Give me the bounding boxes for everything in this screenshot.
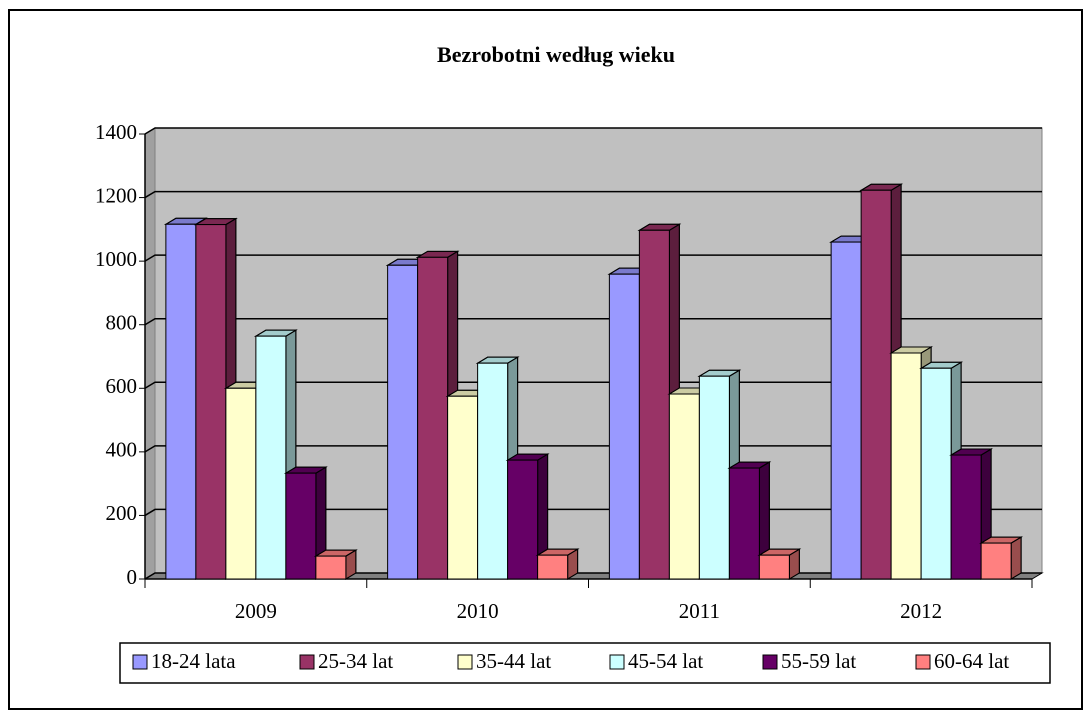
y-tick-label: 1200 [95,183,137,207]
bar [417,256,449,580]
bar [255,335,287,580]
bar [477,362,509,580]
legend-label: 45-54 lat [628,649,703,673]
bar [698,375,730,580]
grid-line [144,127,1042,135]
bar [920,367,952,580]
grid-line [144,317,1042,326]
bar [980,542,1012,580]
legend-swatch [299,654,315,670]
x-tick-label: 2010 [457,599,499,623]
legend-label: 35-44 lat [476,649,551,673]
bar [668,393,700,580]
bar [890,352,922,580]
y-tick-label: 400 [106,438,138,462]
bar [638,229,670,580]
y-tick-label: 800 [106,311,138,335]
bar [447,395,479,580]
bar [165,223,197,580]
legend-swatch [457,654,473,670]
grid-line [144,190,1042,199]
y-tick-label: 1000 [95,247,137,271]
grid-line [144,381,1042,389]
x-tick-label: 2012 [900,599,942,623]
bar [507,459,539,580]
legend-label: 25-34 lat [318,649,393,673]
bar [758,554,790,580]
legend-box [119,642,1051,684]
grid-line [144,254,1042,262]
bar [537,554,569,580]
bar [225,387,257,580]
legend-swatch [762,654,778,670]
y-tick-label: 1400 [95,120,137,144]
bar [285,472,317,580]
bar [315,555,347,580]
legend-swatch [609,654,625,670]
bar [860,189,892,580]
chart-title: Bezrobotni według wieku [437,42,675,67]
bar [830,241,862,580]
bar [950,454,982,580]
y-tick-label: 0 [127,565,138,589]
legend-label: 55-59 lat [781,649,856,673]
bar [387,264,419,580]
legend-label: 60-64 lat [934,649,1009,673]
side-wall [144,127,156,580]
grid-line [144,445,1042,453]
legend-swatch [132,654,148,670]
legend-swatch [915,654,931,670]
y-tick-label: 600 [106,374,138,398]
bar [728,467,760,580]
y-tick-label: 200 [106,501,138,525]
legend-label: 18-24 lata [151,649,236,673]
bar [608,273,640,580]
x-tick-label: 2009 [235,599,277,623]
bar [195,224,227,580]
x-tick-label: 2011 [679,599,720,623]
bar-side-shade [1010,536,1022,580]
